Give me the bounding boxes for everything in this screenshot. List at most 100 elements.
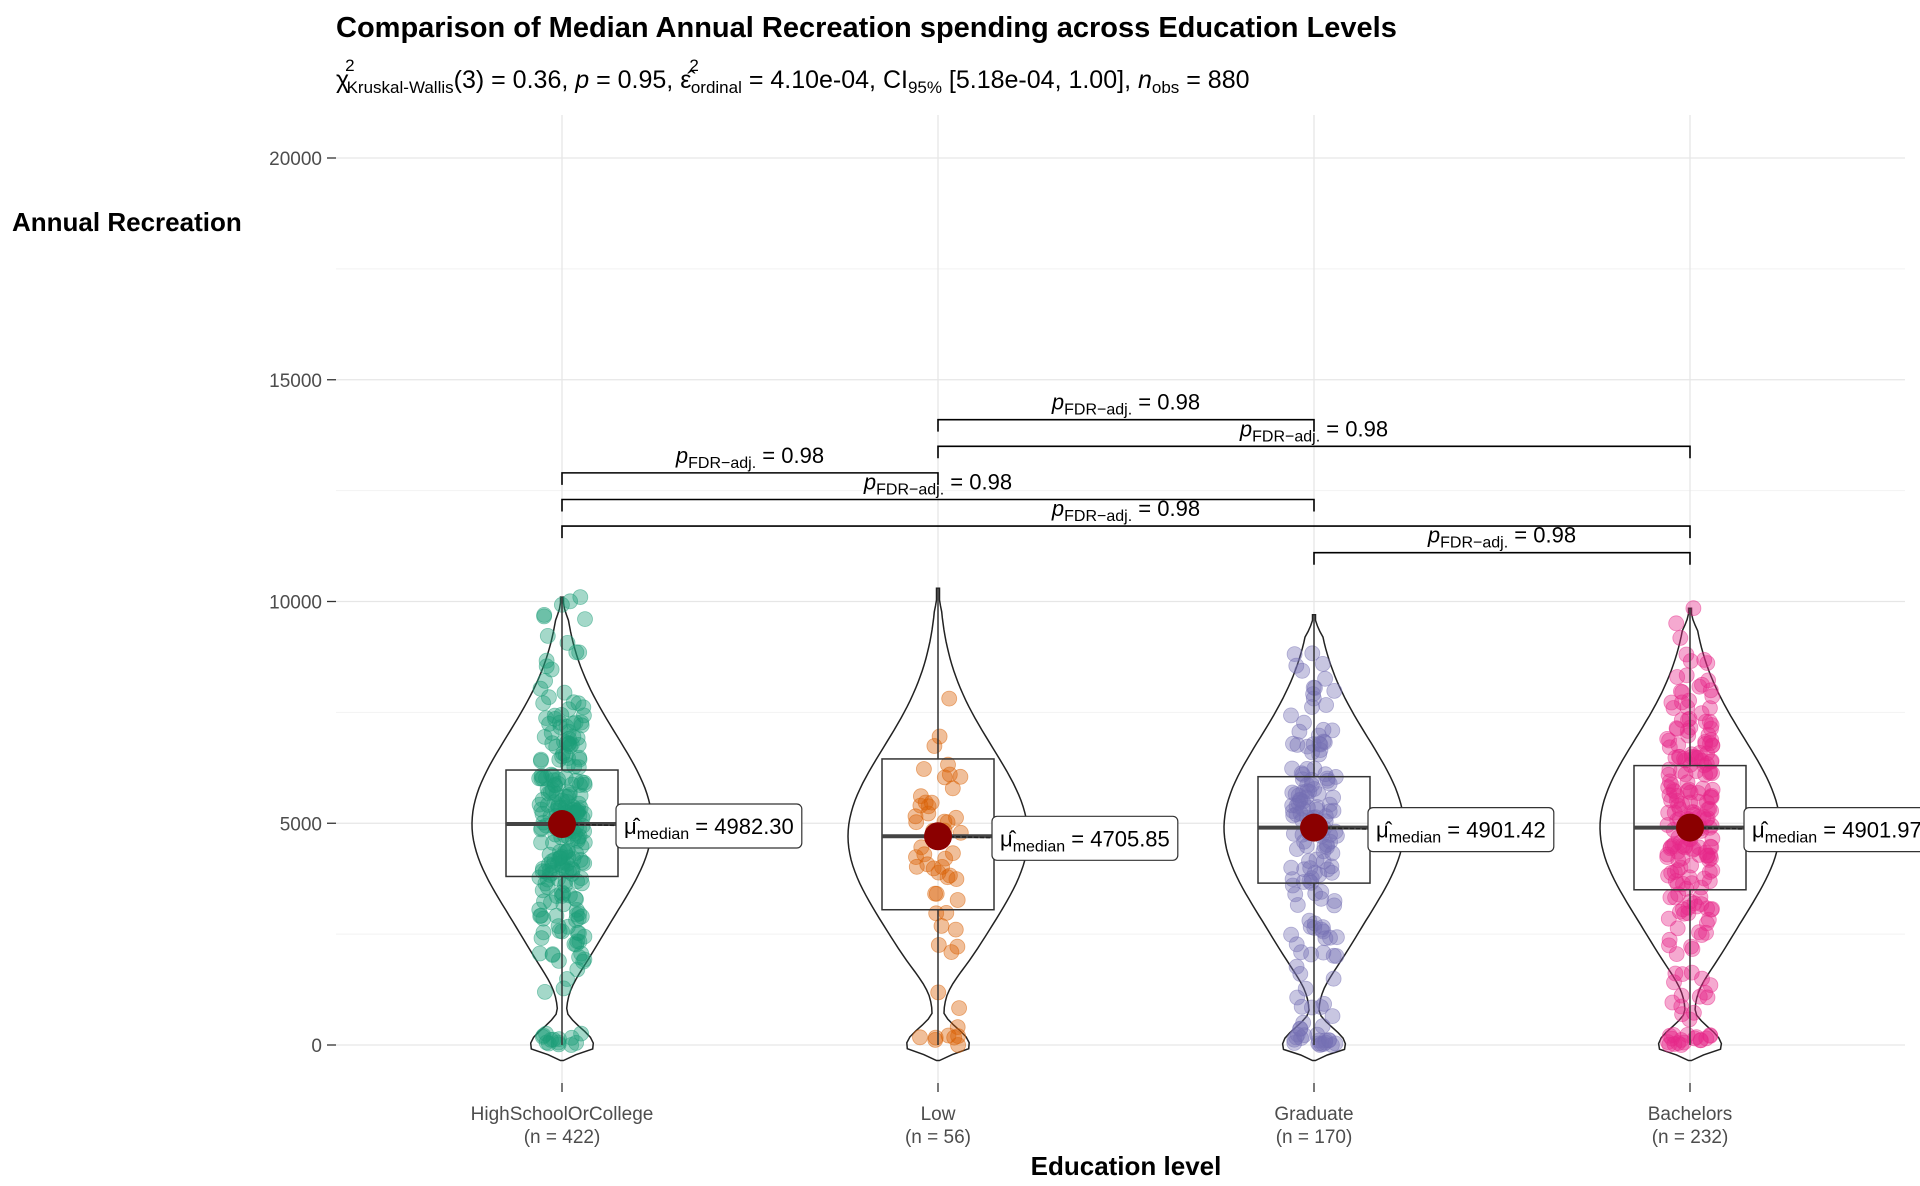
data-point [928, 885, 945, 902]
median-label-text: μ̂median = 4982.30 [624, 814, 794, 843]
data-point [1286, 646, 1303, 662]
data-point [560, 750, 576, 766]
comparison-bracket [1313, 551, 1691, 565]
data-point [559, 734, 575, 751]
data-point [1296, 861, 1313, 878]
data-point [941, 690, 958, 707]
chart-subtitle: χ2 Kruskal-Wallis(3) = 0.36, p = 0.95, ε̂… [336, 56, 1250, 97]
data-point [531, 945, 548, 962]
comparison-bracket [937, 445, 1691, 459]
x-tick-n-label: (n = 232) [1652, 1127, 1729, 1148]
data-point [937, 850, 954, 867]
data-point [563, 1029, 580, 1046]
data-point [945, 845, 961, 862]
data-point [575, 953, 592, 970]
data-point [1680, 727, 1697, 744]
data-point [1322, 833, 1338, 850]
data-point [1704, 688, 1721, 705]
data-point [1324, 1037, 1340, 1053]
data-point [1701, 713, 1718, 730]
data-point [1329, 827, 1345, 844]
data-point [1684, 941, 1701, 957]
data-point [1292, 966, 1309, 982]
data-point [577, 611, 593, 627]
data-point [556, 684, 573, 701]
data-point [569, 924, 586, 941]
data-point [920, 805, 937, 822]
data-point [1674, 694, 1690, 711]
data-point [558, 862, 575, 879]
comparison-p-label: pFDR−adj. = 0.98 [1051, 496, 1200, 525]
data-point [940, 756, 956, 773]
data-point [1325, 789, 1341, 806]
data-point [931, 728, 948, 745]
data-point [1290, 795, 1307, 811]
data-point [1318, 697, 1334, 713]
data-point [538, 658, 555, 675]
data-point [916, 761, 932, 777]
data-point [1686, 1030, 1703, 1047]
data-point [1283, 707, 1299, 724]
data-point [1673, 998, 1690, 1015]
data-point [1289, 737, 1306, 753]
data-point [1321, 1032, 1337, 1048]
y-tick-label: 15000 [269, 371, 322, 392]
median-point [548, 810, 576, 839]
data-point [1289, 897, 1306, 913]
data-point [1702, 977, 1719, 993]
comparison-p-label: pFDR−adj. = 0.98 [863, 469, 1012, 498]
data-point [1685, 600, 1702, 617]
data-point [1314, 656, 1331, 672]
data-point [1669, 669, 1686, 685]
median-label-box [615, 803, 803, 849]
data-point [1326, 893, 1343, 909]
data-point [1702, 847, 1719, 864]
data-point [1700, 727, 1717, 743]
x-tick-n-label: (n = 422) [524, 1127, 601, 1148]
data-point [1704, 781, 1721, 798]
data-point [1690, 793, 1707, 810]
median-label-text: μ̂median = 4901.97 [1752, 818, 1920, 847]
data-point [1696, 870, 1713, 887]
data-point [930, 937, 947, 953]
data-point [1670, 852, 1687, 869]
data-point [1305, 686, 1321, 702]
comparison-p-label: pFDR−adj. = 0.98 [1239, 416, 1388, 445]
data-point [569, 873, 585, 890]
data-point [552, 719, 569, 736]
data-point [1697, 984, 1713, 1001]
data-point [1660, 766, 1677, 783]
y-tick-label: 10000 [269, 593, 322, 614]
data-point [562, 593, 578, 610]
data-point [565, 728, 582, 745]
data-point [925, 860, 942, 877]
data-point [1328, 948, 1345, 964]
data-point [534, 882, 551, 899]
data-point [537, 984, 553, 1000]
data-point [533, 930, 550, 946]
data-point [574, 854, 591, 871]
data-point [569, 832, 586, 849]
data-point [1699, 655, 1716, 671]
data-point [1661, 732, 1677, 749]
comparison-p-label: pFDR−adj. = 0.98 [675, 443, 824, 472]
data-point [1661, 931, 1678, 948]
comparison-bracket [561, 498, 1315, 512]
x-tick-label: HighSchoolOrCollege [471, 1104, 654, 1125]
data-point [1293, 944, 1309, 961]
data-point [535, 1027, 552, 1044]
data-point [531, 869, 548, 886]
data-point [569, 933, 586, 950]
data-point [948, 871, 965, 887]
data-point [1296, 714, 1312, 731]
data-point [1680, 905, 1697, 922]
data-point [1310, 786, 1327, 802]
data-point [544, 865, 561, 881]
data-point [1683, 875, 1700, 892]
median-point [924, 822, 952, 851]
data-point [535, 910, 552, 927]
data-point [573, 908, 590, 925]
data-point [912, 1029, 928, 1046]
x-tick-label: Low [921, 1104, 956, 1125]
